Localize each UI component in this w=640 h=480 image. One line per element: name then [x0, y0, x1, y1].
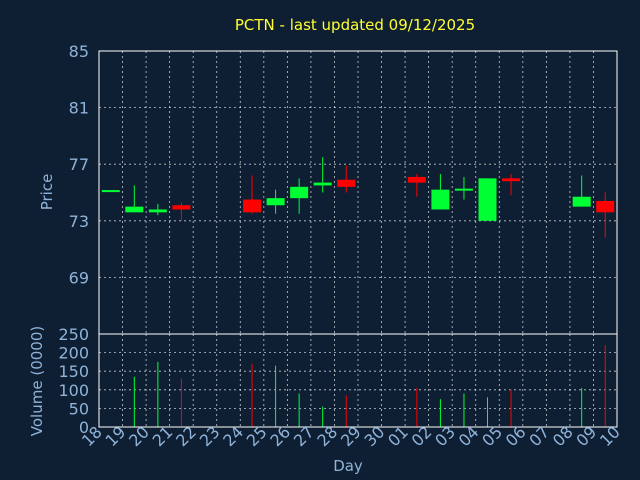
- volume-axis-label: Volume (0000): [28, 326, 46, 436]
- candle-body: [101, 190, 120, 193]
- volume-tick-label: 250: [58, 325, 89, 344]
- price-tick-label: 69: [69, 268, 89, 287]
- price-panel: 85 81 77 73 69: [69, 42, 618, 335]
- candle-body: [290, 186, 309, 199]
- candle-body: [125, 206, 144, 213]
- price-tick-label: 81: [69, 99, 89, 118]
- price-tick-label: 73: [69, 212, 89, 231]
- price-tick-label: 85: [69, 42, 89, 61]
- candle-body: [431, 189, 450, 210]
- candle-body: [313, 182, 332, 186]
- candle-body: [148, 209, 167, 213]
- price-axis-label: Price: [38, 174, 56, 211]
- price-tick-label: 77: [69, 155, 89, 174]
- volume-tick-label: 150: [58, 362, 89, 381]
- candle-body: [243, 199, 262, 213]
- candle-body: [478, 178, 497, 221]
- volume-frame: [98, 333, 618, 428]
- volume-tick-label: 0: [79, 418, 89, 437]
- x-axis-label: Day: [333, 457, 363, 475]
- candle-body: [266, 198, 285, 206]
- candle-body: [172, 205, 191, 210]
- candle-body: [502, 178, 521, 182]
- volume-tick-label: 100: [58, 381, 89, 400]
- candle-body: [596, 200, 615, 213]
- candle-body: [407, 176, 426, 183]
- chart-title: PCTN - last updated 09/12/2025: [235, 16, 475, 34]
- volume-tick-label: 200: [58, 344, 89, 363]
- candle-body: [337, 179, 356, 187]
- candle-body: [454, 188, 473, 191]
- candle-body: [572, 196, 591, 207]
- volume-tick-label: 50: [69, 399, 89, 418]
